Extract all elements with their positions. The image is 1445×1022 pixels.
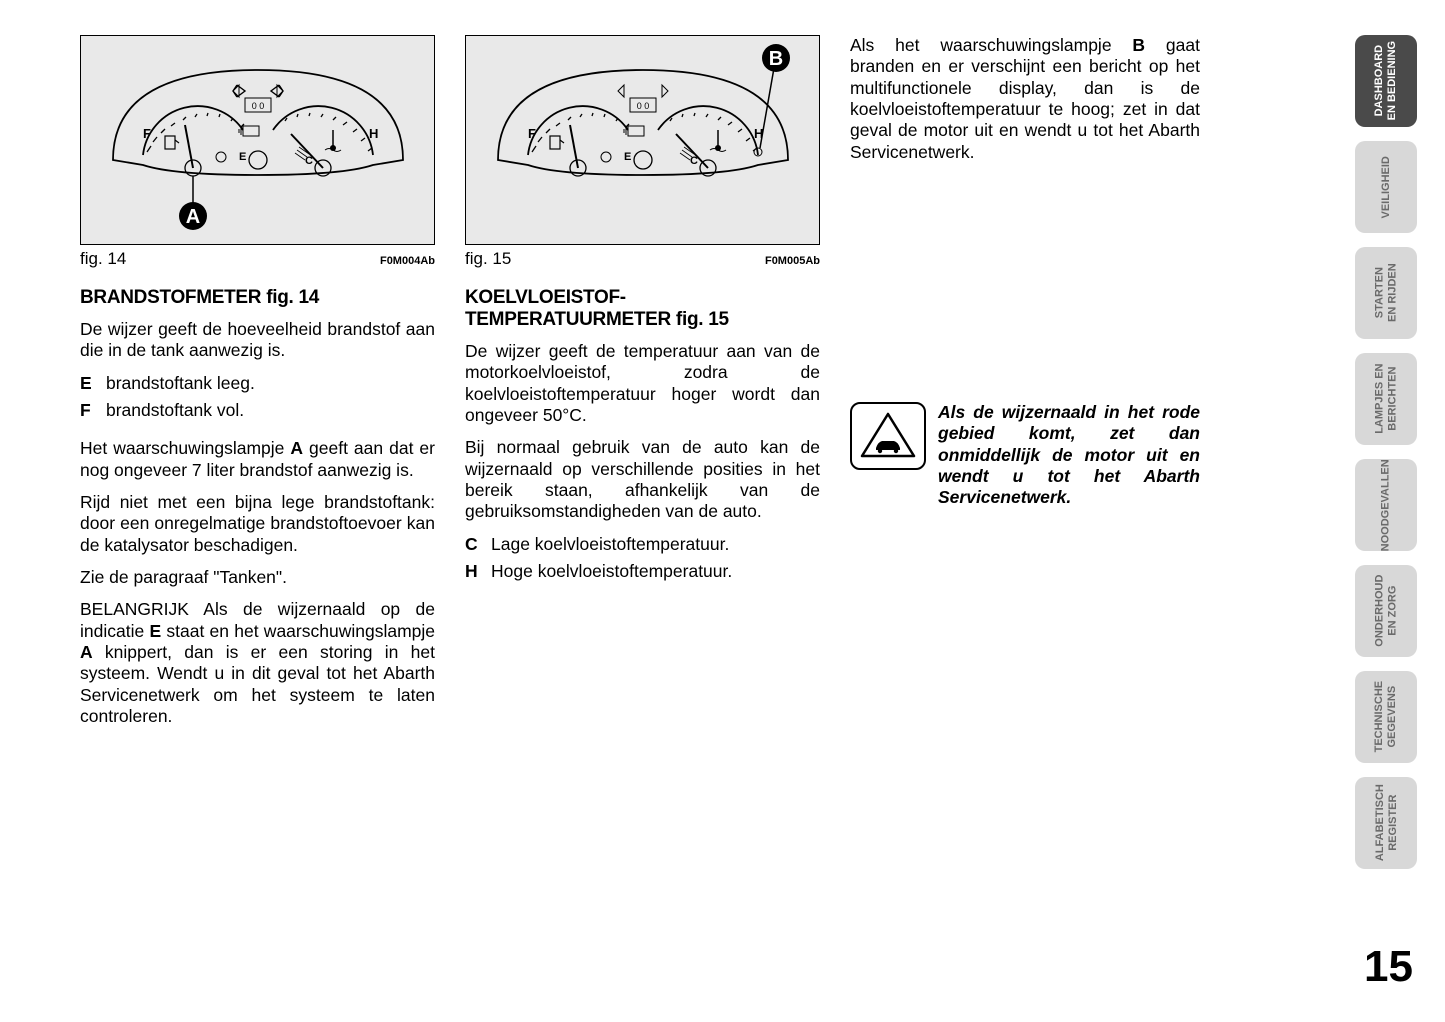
svg-text:0 0: 0 0 [636, 101, 649, 111]
tab-label: NOODGEVALLEN [1380, 459, 1393, 551]
text: staat en het waarschuwingslampje [161, 621, 435, 641]
tab-label: ONDERHOUDEN ZORG [1373, 575, 1398, 647]
fig14-number: fig. 14 [80, 249, 126, 269]
def-val-C: Lage koelvloeistoftemperatuur. [491, 534, 820, 555]
col1-p1: De wijzer geeft de hoeveelheid brandstof… [80, 319, 435, 362]
col2-p2: Bij normaal gebruik van de auto kan de w… [465, 437, 820, 522]
tab-label: DASHBOARDEN BEDIENING [1373, 41, 1398, 120]
fig15-number: fig. 15 [465, 249, 511, 269]
gauge-label-E: E [239, 151, 246, 163]
side-tab[interactable]: ALFABETISCHREGISTER [1355, 777, 1417, 869]
def-row-E: E brandstoftank leeg. [80, 373, 435, 394]
def-key-C: C [465, 534, 491, 555]
tab-label: VEILIGHEID [1380, 156, 1393, 218]
gauge-cluster-fig14: F E A 0 0 [93, 30, 423, 230]
def-row-F: F brandstoftank vol. [80, 400, 435, 421]
column-2: F E 0 0 [465, 35, 820, 985]
side-tab[interactable]: DASHBOARDEN BEDIENING [1355, 35, 1417, 127]
page-content: F E A 0 0 [80, 35, 1200, 985]
col1-p4: Zie de paragraaf "Tanken". [80, 567, 435, 588]
side-tab[interactable]: NOODGEVALLEN [1355, 459, 1417, 551]
heading-fuel-gauge: BRANDSTOFMETER fig. 14 [80, 287, 435, 309]
col3-p1: Als het waarschuwingslampje B gaat brand… [850, 35, 1200, 163]
bold-B: B [1132, 35, 1145, 55]
gauge-cluster-fig15: F E 0 0 [478, 30, 808, 230]
def-key-H: H [465, 561, 491, 582]
def-key-F: F [80, 400, 106, 421]
page-number: 15 [1364, 942, 1413, 992]
column-1: F E A 0 0 [80, 35, 435, 985]
tab-label: TECHNISCHEGEGEVENS [1373, 681, 1398, 753]
figure-15-caption: fig. 15 F0M005Ab [465, 249, 820, 269]
gauge-label-F: F [143, 126, 151, 141]
warning-triangle-icon [858, 410, 918, 462]
side-tab[interactable]: VEILIGHEID [1355, 141, 1417, 233]
fig15-code: F0M005Ab [765, 255, 820, 267]
tab-label: LAMPJES ENBERICHTEN [1373, 364, 1398, 434]
bold-A: A [80, 642, 93, 662]
warning-block: Als de wijzernaald in het rode gebied ko… [850, 402, 1200, 509]
col2-p1: De wijzer geeft de temperatuur aan van d… [465, 341, 820, 426]
gauge-label-H: H [369, 126, 378, 141]
col1-p2: Het waarschuwingslampje A geeft aan dat … [80, 438, 435, 481]
side-tab[interactable]: TECHNISCHEGEGEVENS [1355, 671, 1417, 763]
def-val-E: brandstoftank leeg. [106, 373, 435, 394]
side-tab[interactable]: STARTENEN RIJDEN [1355, 247, 1417, 339]
col1-definitions: E brandstoftank leeg. F brandstoftank vo… [80, 373, 435, 428]
tab-label: STARTENEN RIJDEN [1373, 264, 1398, 323]
def-val-H: Hoge koelvloeistoftemperatuur. [491, 561, 820, 582]
callout-b-label: B [768, 48, 782, 70]
text: knippert, dan is er een storing in het s… [80, 642, 435, 726]
fig14-code: F0M004Ab [380, 255, 435, 267]
text: Als het waarschuwingslampje [850, 35, 1132, 55]
figure-14: F E A 0 0 [80, 35, 435, 245]
warning-icon [850, 402, 926, 470]
def-val-F: brandstoftank vol. [106, 400, 435, 421]
col1-p5: BELANGRIJK Als de wijzernaald op de indi… [80, 599, 435, 727]
side-tabs: DASHBOARDEN BEDIENING VEILIGHEID STARTENEN… [1355, 35, 1417, 869]
column-3: Als het waarschuwingslampje B gaat brand… [850, 35, 1200, 985]
def-key-E: E [80, 373, 106, 394]
gauge-label-E: E [624, 151, 631, 163]
bold-A: A [290, 438, 303, 458]
col2-definitions: C Lage koelvloeistoftemperatuur. H Hoge … [465, 534, 820, 589]
text: Het waarschuwingslampje [80, 438, 290, 458]
side-tab[interactable]: ONDERHOUDEN ZORG [1355, 565, 1417, 657]
figure-14-caption: fig. 14 F0M004Ab [80, 249, 435, 269]
def-row-H: H Hoge koelvloeistoftemperatuur. [465, 561, 820, 582]
callout-a-label: A [185, 206, 199, 228]
col1-p3: Rijd niet met een bijna lege brandstofta… [80, 492, 435, 556]
tab-label: ALFABETISCHREGISTER [1373, 785, 1398, 862]
figure-15: F E 0 0 [465, 35, 820, 245]
side-tab[interactable]: LAMPJES ENBERICHTEN [1355, 353, 1417, 445]
def-row-C: C Lage koelvloeistoftemperatuur. [465, 534, 820, 555]
warning-text: Als de wijzernaald in het rode gebied ko… [938, 402, 1200, 509]
bold-E: E [149, 621, 161, 641]
svg-text:0 0: 0 0 [251, 101, 264, 111]
heading-coolant-gauge: KOELVLOEISTOF-TEMPERATUURMETER fig. 15 [465, 287, 820, 331]
gauge-label-F: F [528, 126, 536, 141]
